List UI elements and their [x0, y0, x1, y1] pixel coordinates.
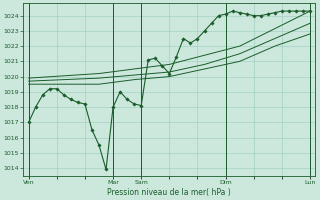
X-axis label: Pression niveau de la mer( hPa ): Pression niveau de la mer( hPa ): [108, 188, 231, 197]
